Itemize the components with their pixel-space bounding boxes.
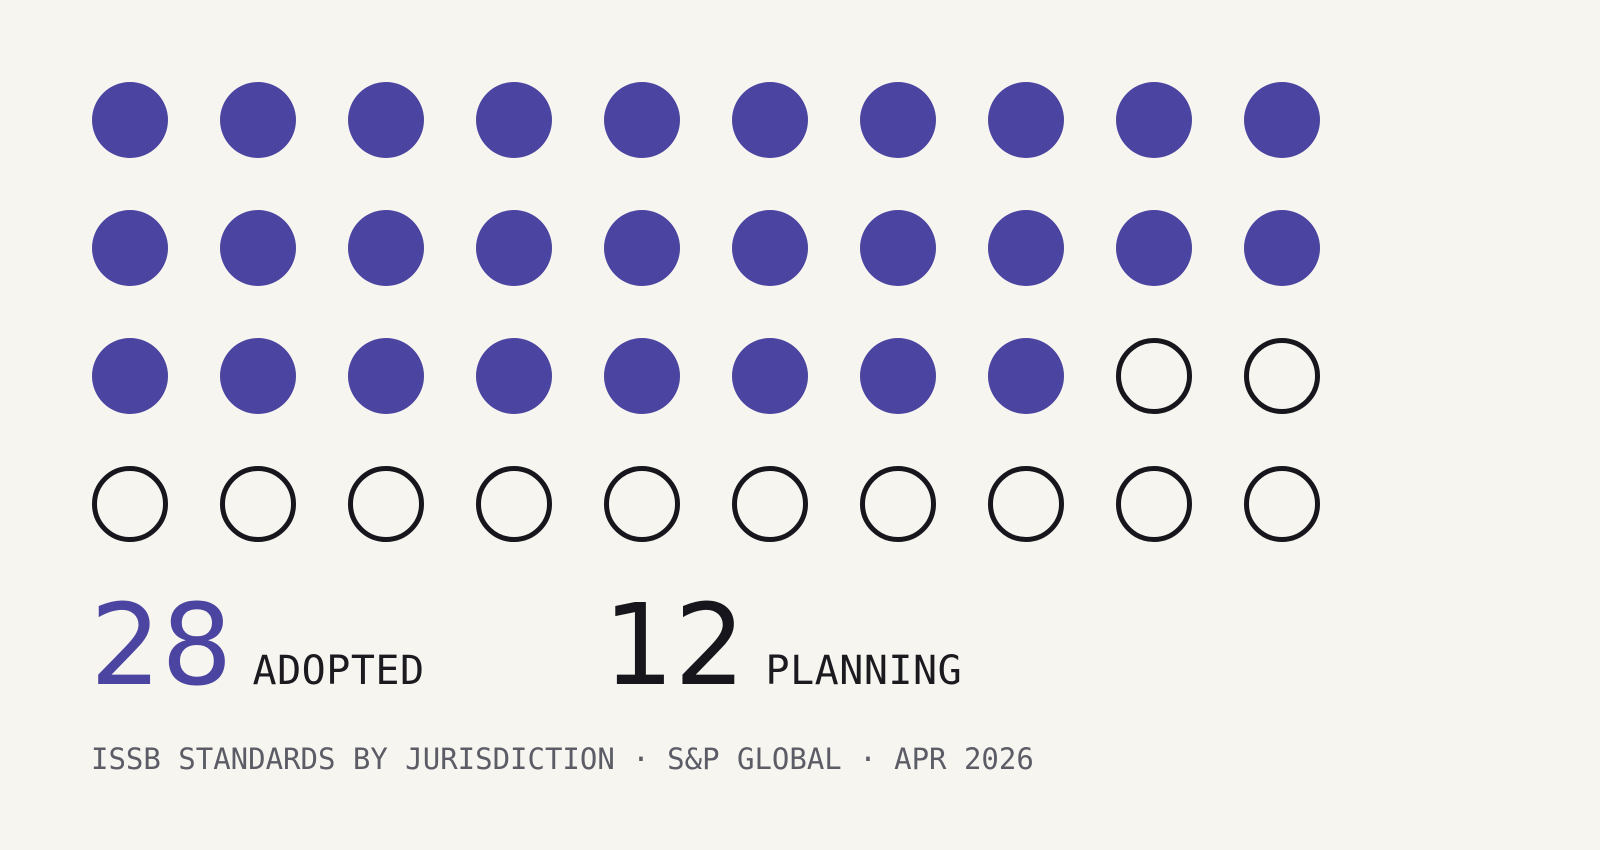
planning-dot [988, 466, 1064, 542]
adopted-dot [860, 210, 936, 286]
adopted-dot [92, 210, 168, 286]
adopted-dot [1116, 82, 1192, 158]
planning-stat: 12 PLANNING [603, 590, 962, 702]
adopted-dot [988, 338, 1064, 414]
planning-dot [348, 466, 424, 542]
waffle-chart [92, 82, 1320, 542]
planning-dot [1116, 338, 1192, 414]
adopted-dot [1116, 210, 1192, 286]
adopted-dot [1244, 210, 1320, 286]
adopted-stat: 28 ADOPTED [90, 590, 425, 702]
adopted-dot [348, 210, 424, 286]
planning-count: 12 [603, 581, 746, 711]
planning-dot [220, 466, 296, 542]
planning-dot [1244, 466, 1320, 542]
adopted-dot [476, 82, 552, 158]
adopted-dot [1244, 82, 1320, 158]
adopted-dot [220, 82, 296, 158]
planning-dot [860, 466, 936, 542]
adopted-dot [604, 338, 680, 414]
adopted-dot [604, 82, 680, 158]
planning-label: PLANNING [765, 648, 963, 694]
adopted-dot [476, 338, 552, 414]
adopted-dot [348, 338, 424, 414]
adopted-dot [220, 210, 296, 286]
planning-dot [604, 466, 680, 542]
chart-caption: ISSB STANDARDS BY JURISDICTION · S&P GLO… [91, 742, 1034, 776]
adopted-dot [732, 82, 808, 158]
adopted-dot [220, 338, 296, 414]
adopted-dot [476, 210, 552, 286]
adopted-dot [92, 338, 168, 414]
adopted-dot [860, 82, 936, 158]
adopted-count: 28 [90, 581, 233, 711]
adopted-dot [604, 210, 680, 286]
adopted-dot [988, 82, 1064, 158]
adopted-dot [348, 82, 424, 158]
planning-dot [1116, 466, 1192, 542]
planning-dot [476, 466, 552, 542]
adopted-dot [92, 82, 168, 158]
planning-dot [92, 466, 168, 542]
planning-dot [732, 466, 808, 542]
adopted-dot [732, 210, 808, 286]
planning-dot [1244, 338, 1320, 414]
adopted-dot [988, 210, 1064, 286]
adopted-dot [732, 338, 808, 414]
adopted-dot [860, 338, 936, 414]
adopted-label: ADOPTED [252, 648, 425, 694]
